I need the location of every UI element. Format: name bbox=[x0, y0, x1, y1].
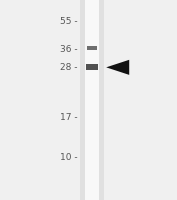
Bar bbox=[86, 65, 98, 71]
Text: 17 -: 17 - bbox=[60, 113, 78, 121]
Text: 10 -: 10 - bbox=[60, 153, 78, 161]
Bar bbox=[87, 47, 97, 51]
Polygon shape bbox=[106, 60, 129, 75]
Text: 36 -: 36 - bbox=[60, 45, 78, 53]
Bar bbox=[80, 0, 104, 200]
Bar bbox=[85, 0, 99, 200]
Text: 28 -: 28 - bbox=[60, 63, 78, 71]
Text: 55 -: 55 - bbox=[60, 17, 78, 25]
